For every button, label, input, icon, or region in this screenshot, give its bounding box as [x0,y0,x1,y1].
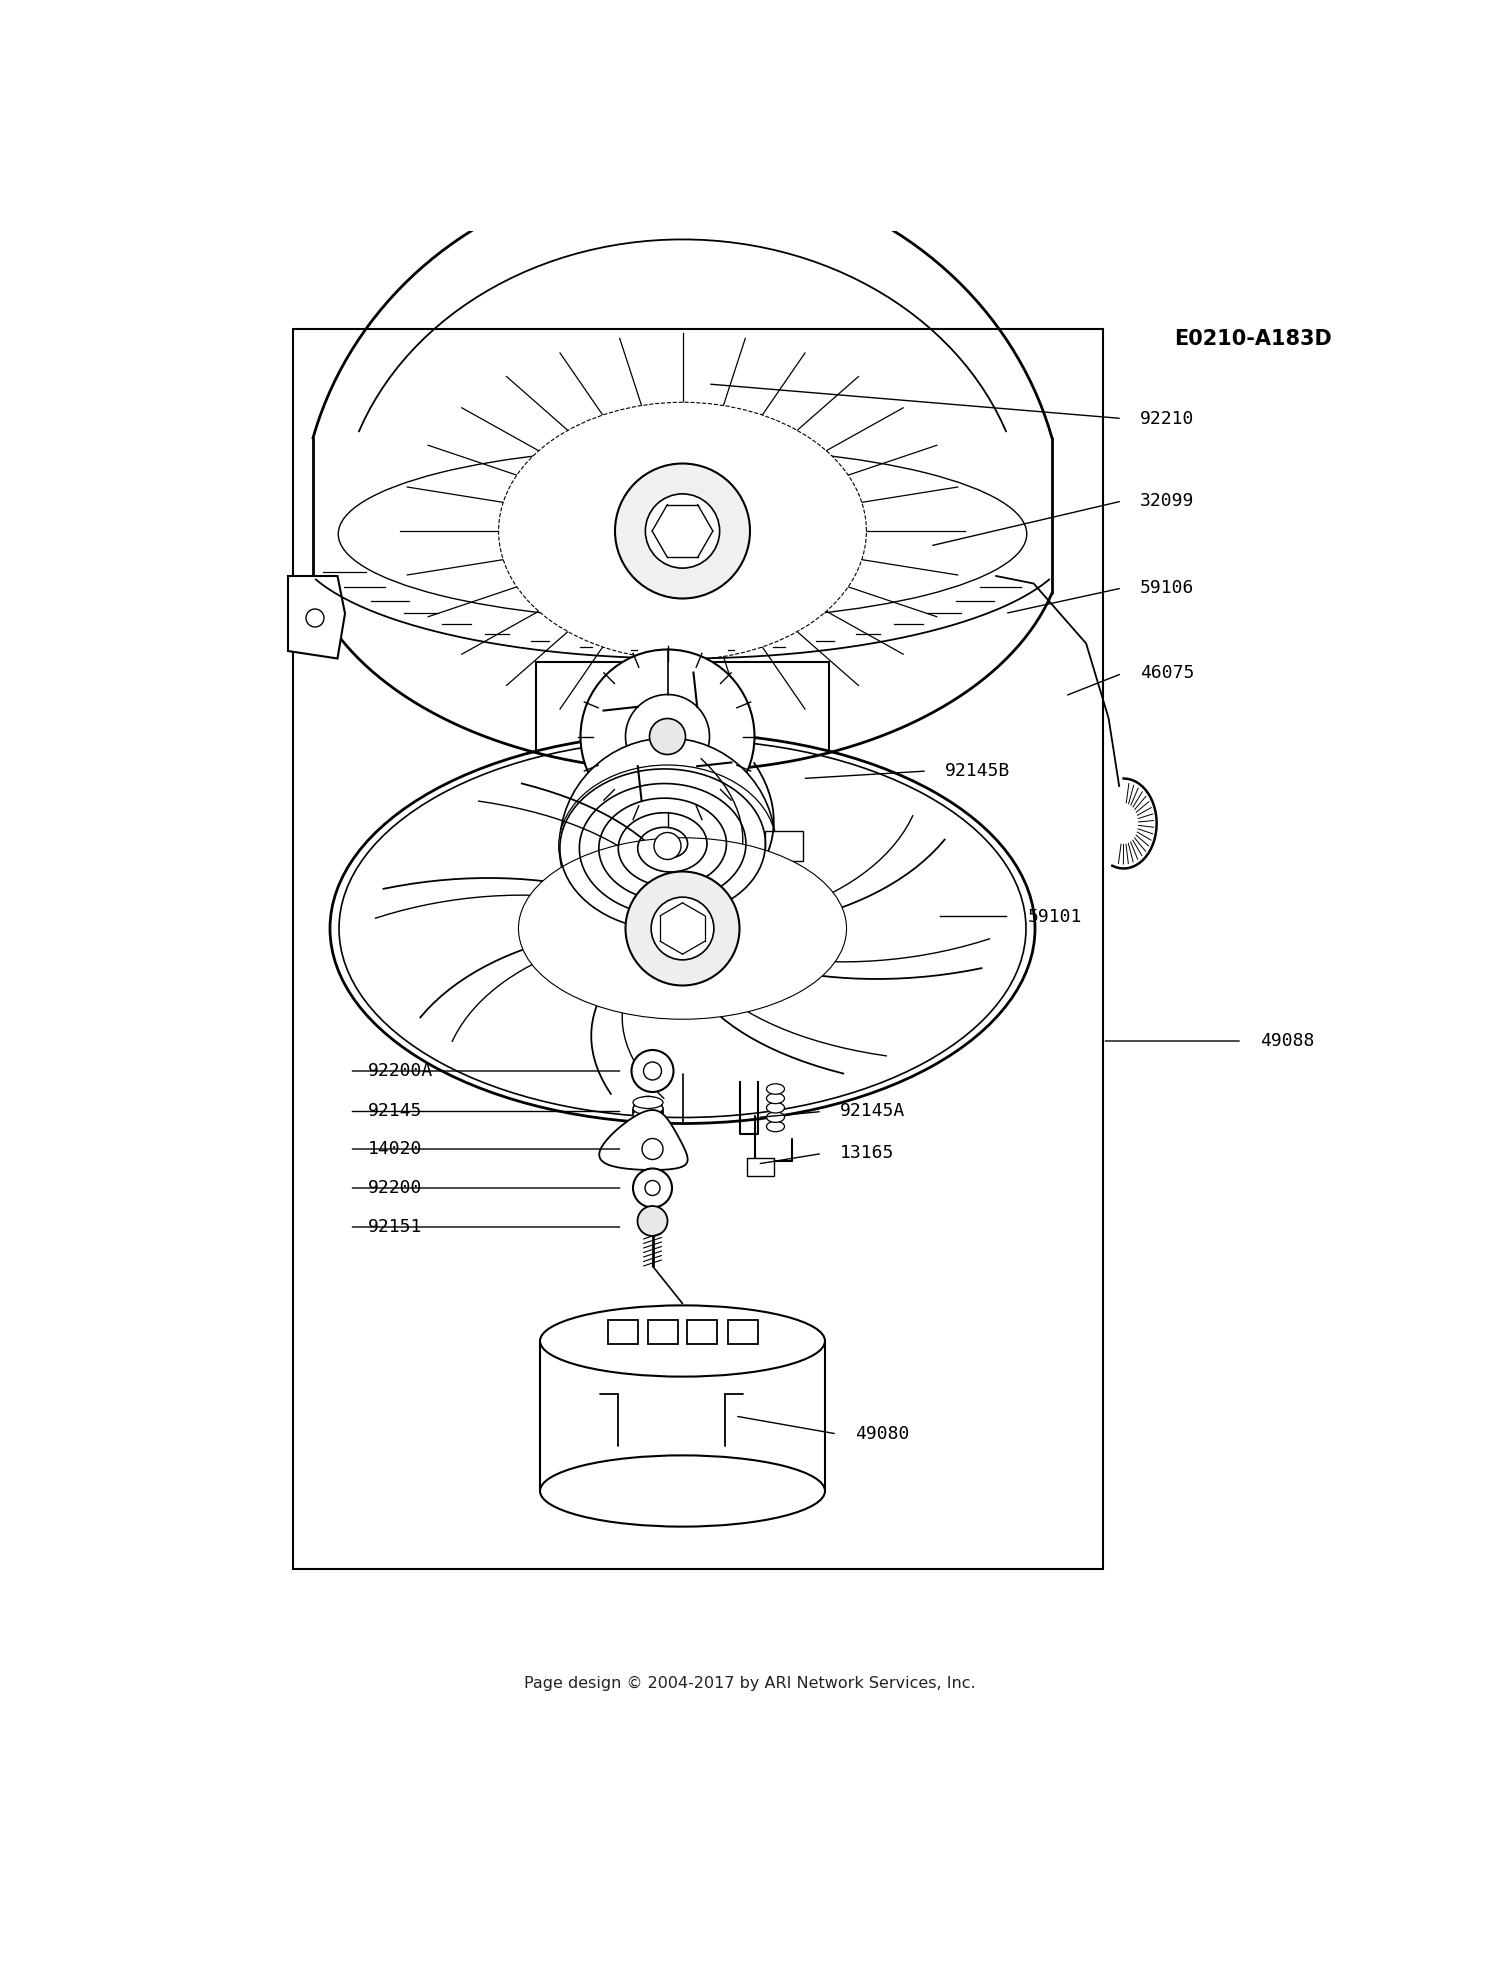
Ellipse shape [766,1112,784,1122]
Text: 92145: 92145 [368,1103,422,1120]
Ellipse shape [560,738,776,954]
Ellipse shape [633,1169,672,1207]
Bar [648,1320,678,1344]
Ellipse shape [632,1050,674,1093]
Ellipse shape [330,734,1035,1124]
Ellipse shape [642,1138,663,1160]
Ellipse shape [766,1093,784,1103]
Ellipse shape [633,1114,663,1126]
Ellipse shape [519,838,846,1018]
Bar [687,1320,717,1344]
Bar [537,661,828,887]
Text: 92145B: 92145B [945,761,1011,781]
Ellipse shape [498,402,867,659]
Polygon shape [288,577,345,659]
Ellipse shape [633,1097,663,1109]
Ellipse shape [766,1120,784,1132]
Ellipse shape [633,1097,663,1126]
Ellipse shape [644,1061,662,1079]
Ellipse shape [651,897,714,959]
Ellipse shape [638,1207,668,1236]
Ellipse shape [650,718,686,755]
Ellipse shape [669,167,705,202]
Ellipse shape [558,765,777,926]
Text: 92210: 92210 [1140,410,1194,428]
Ellipse shape [633,1103,663,1114]
Bar [728,1320,758,1344]
Text: Page design © 2004-2017 by ARI Network Services, Inc.: Page design © 2004-2017 by ARI Network S… [524,1676,976,1691]
Text: 59101: 59101 [1028,908,1081,926]
Polygon shape [765,832,802,861]
Text: 92151: 92151 [368,1218,422,1236]
Ellipse shape [339,447,1026,620]
Ellipse shape [766,1103,784,1112]
Ellipse shape [626,871,740,985]
Text: 49080: 49080 [855,1424,909,1442]
Ellipse shape [645,1181,660,1195]
Text: 92200: 92200 [368,1179,422,1197]
Ellipse shape [766,1083,784,1095]
Text: 32099: 32099 [1140,492,1194,510]
Bar [747,1158,774,1175]
Text: ARI: ARI [490,842,890,1044]
Ellipse shape [306,608,324,628]
Text: 49088: 49088 [1260,1032,1314,1050]
Ellipse shape [540,1456,825,1526]
Text: 92145A: 92145A [840,1103,906,1120]
Ellipse shape [540,1305,825,1377]
Text: 46075: 46075 [1140,665,1194,683]
Ellipse shape [339,740,1026,1118]
Ellipse shape [580,649,754,824]
Ellipse shape [626,695,710,779]
Bar [292,328,1102,1570]
Text: 13165: 13165 [840,1144,894,1163]
Ellipse shape [633,1109,663,1120]
Ellipse shape [654,832,681,859]
Text: 14020: 14020 [368,1140,422,1158]
Polygon shape [600,1110,687,1169]
Bar [608,1320,638,1344]
Ellipse shape [615,463,750,598]
Text: 92200A: 92200A [368,1061,432,1079]
Text: 59106: 59106 [1140,579,1194,596]
Ellipse shape [645,494,720,569]
Text: E0210-A183D: E0210-A183D [1173,330,1332,349]
